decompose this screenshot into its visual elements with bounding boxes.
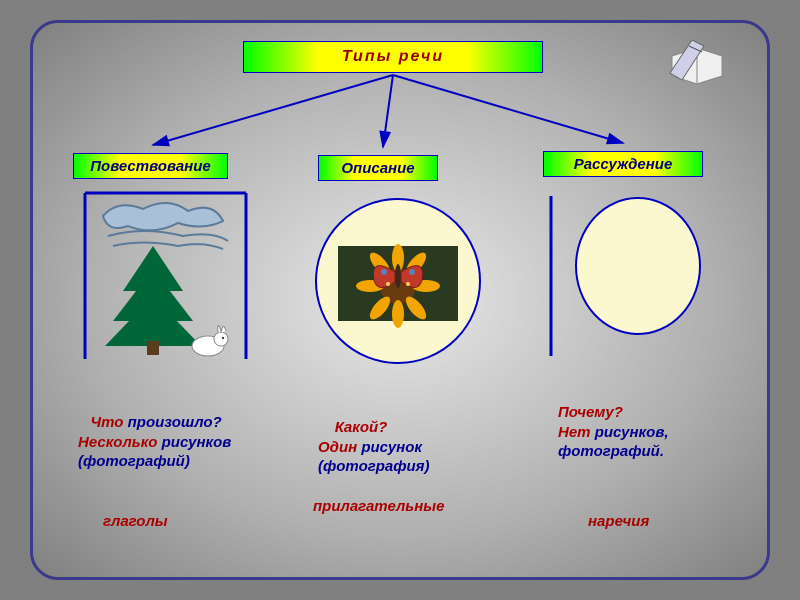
pos-adverbs: наречия xyxy=(588,513,649,530)
subtype-description-label: Описание xyxy=(341,160,414,177)
cap2-q: Какой? xyxy=(335,419,388,436)
cap1-l2a: Несколько xyxy=(78,434,157,451)
cap2-l2a: Один xyxy=(318,439,357,456)
title-text: Типы речи xyxy=(342,48,444,66)
title-box: Типы речи xyxy=(243,41,543,73)
pos-adjectives: прилагательные xyxy=(313,498,444,515)
cap2-l3: (фотография) xyxy=(318,458,430,475)
cap3-l2b: рисунков, xyxy=(595,424,669,441)
subtype-narration: Повествование xyxy=(73,153,228,179)
subtype-reasoning-label: Рассуждение xyxy=(574,156,673,173)
rabbit-icon xyxy=(192,325,228,356)
subtype-description: Описание xyxy=(318,155,438,181)
reasoning-illustration xyxy=(543,191,713,361)
subtype-reasoning: Рассуждение xyxy=(543,151,703,177)
reasoning-caption: Почему? Нет рисунков, фотографий. xyxy=(558,403,748,462)
butterfly-icon xyxy=(373,264,422,288)
cap3-l3: фотографий. xyxy=(558,443,664,460)
description-caption: Какой? Один рисунок (фотография) xyxy=(318,418,518,477)
cap1-q: Что xyxy=(91,414,124,431)
cap3-l2a: Нет xyxy=(558,424,591,441)
subtype-narration-label: Повествование xyxy=(90,158,210,175)
cap2-l2b: рисунок xyxy=(361,439,422,456)
cap3-q: Почему? xyxy=(558,404,623,421)
cap1-l3: (фотографий) xyxy=(78,453,190,470)
slide-frame: Типы речи Повествование Описание Рассужд… xyxy=(30,20,770,580)
cap1-l2b: рисунков xyxy=(162,434,232,451)
narration-caption: Что произошло? Несколько рисунков (фотог… xyxy=(78,413,278,472)
tree-icon xyxy=(105,246,201,355)
arrows-diagram xyxy=(73,73,723,153)
description-illustration xyxy=(308,191,488,371)
pos-verbs: глаголы xyxy=(103,513,168,530)
cap1-q2: произошло? xyxy=(128,414,222,431)
narration-illustration xyxy=(83,191,248,361)
cloud-icon xyxy=(103,203,228,249)
